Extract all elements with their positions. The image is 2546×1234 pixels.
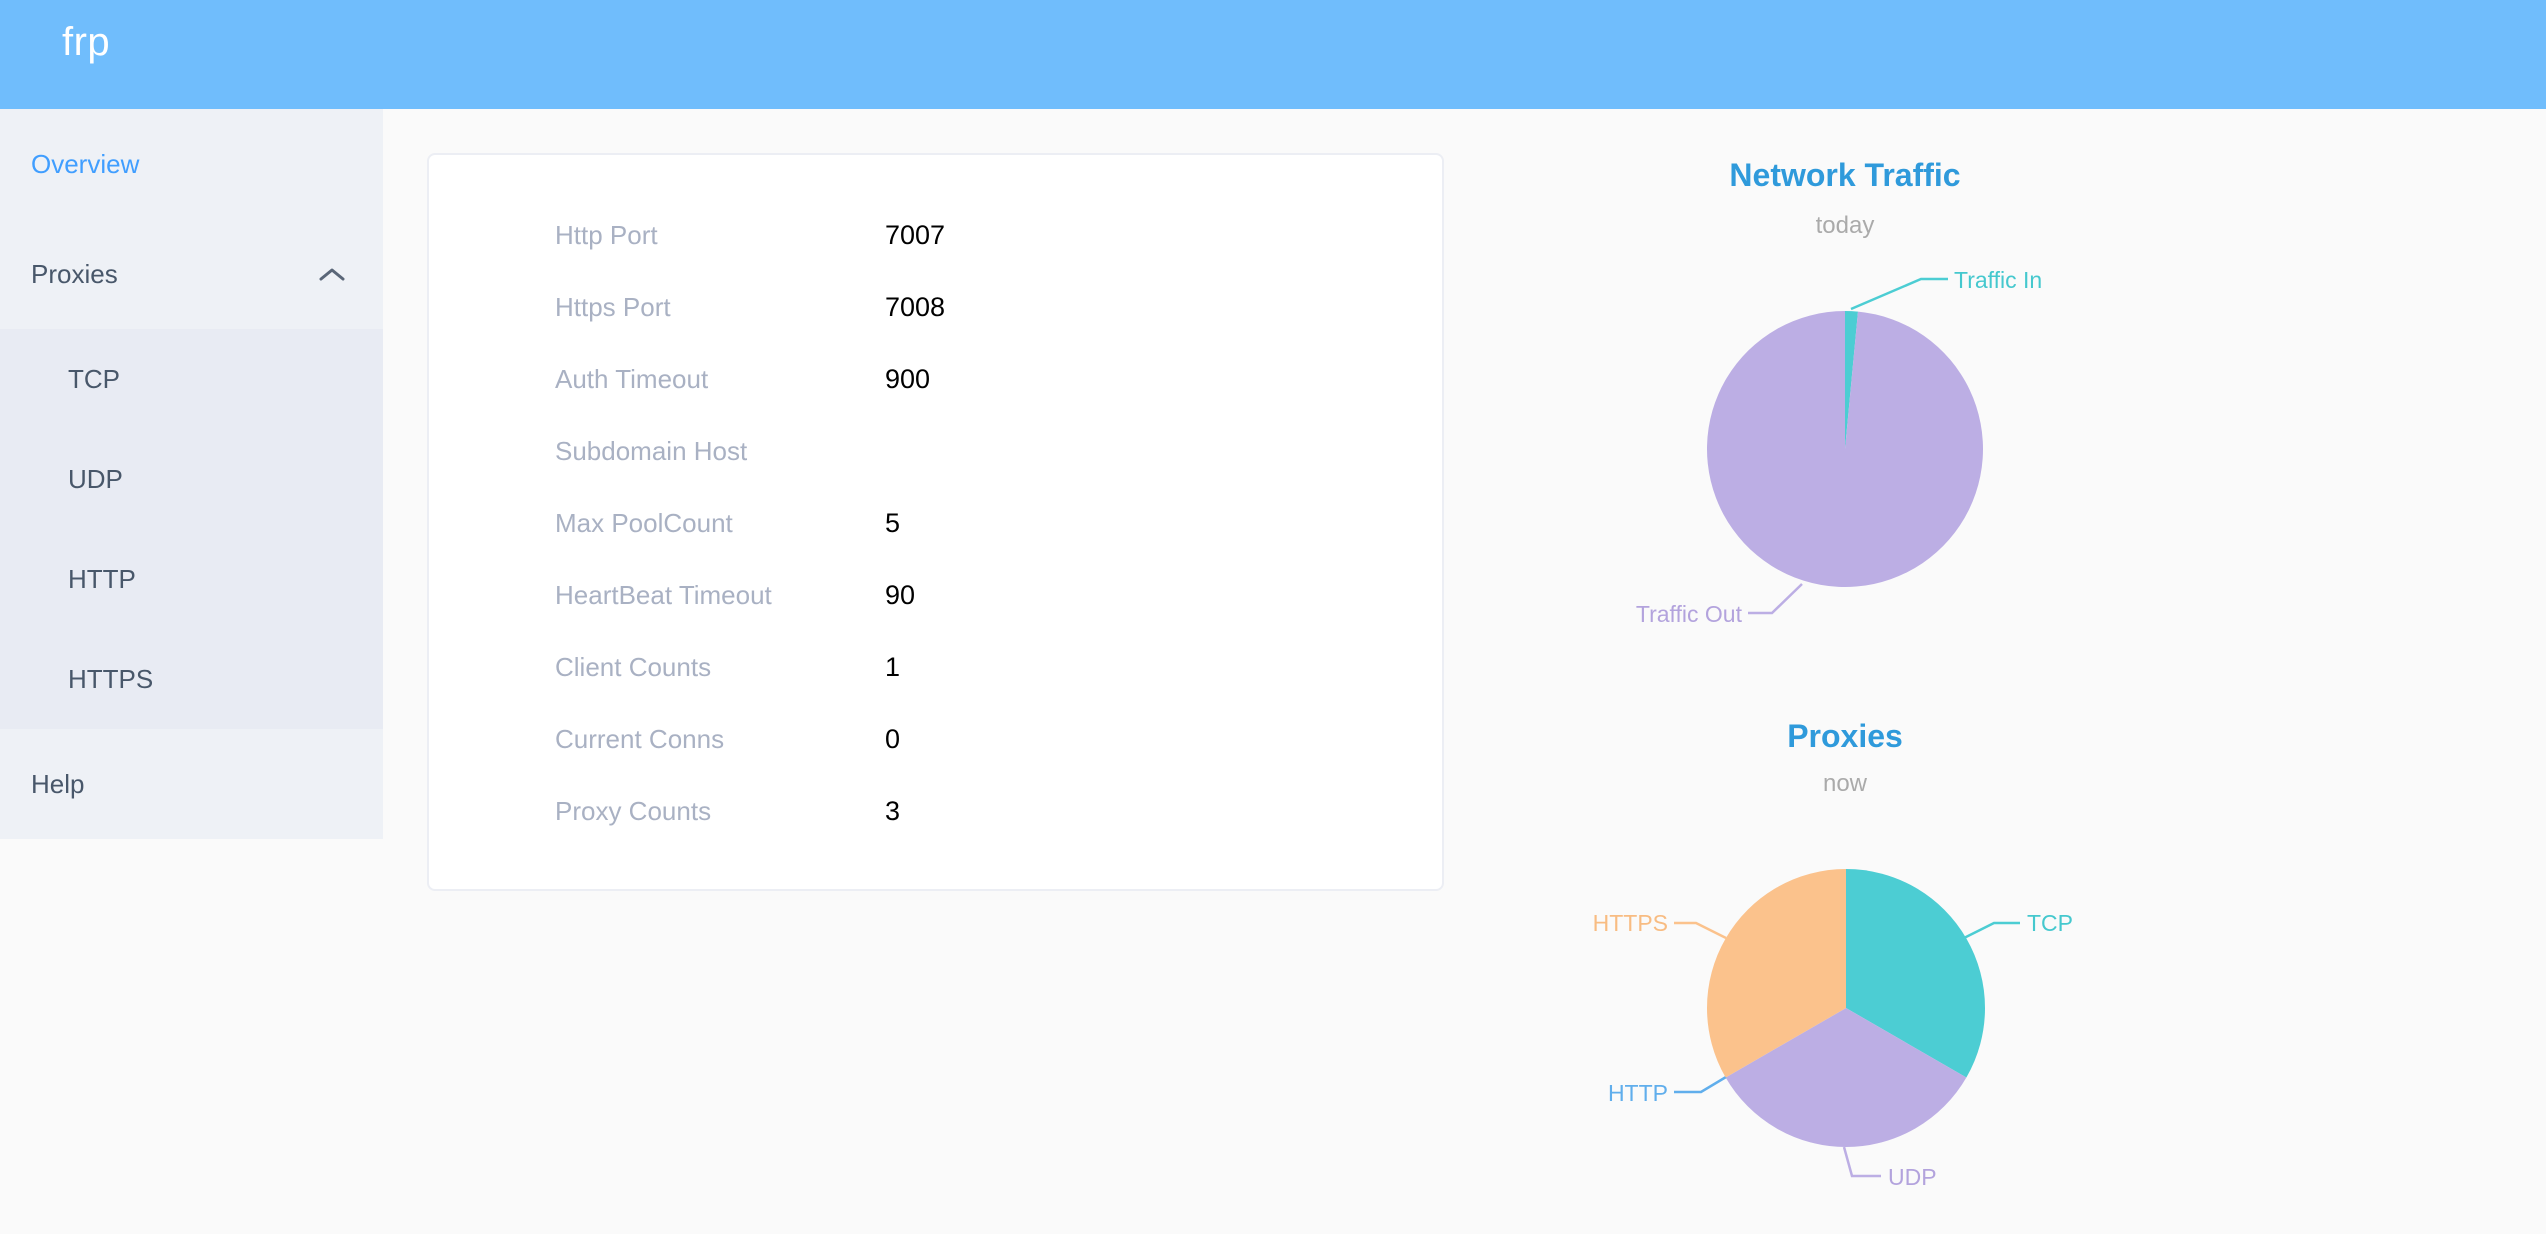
sidebar-item-overview[interactable]: Overview [0,109,383,219]
config-label: Client Counts [555,651,712,682]
pie-slice-label-traffic-out: Traffic Out [1636,601,1743,627]
config-label: Http Port [555,219,658,250]
config-row: Https Port 7008 [429,271,1442,343]
pie-label-line-traffic-out [1748,583,1803,615]
config-row: Client Counts 1 [429,631,1442,703]
sidebar-item-label: Help [31,768,85,799]
config-value: 7008 [885,291,946,322]
pie-slice-label-https: HTTPS [1593,910,1668,936]
sidebar-item-label: UDP [68,463,123,494]
config-label: Current Conns [555,723,725,754]
config-row: Proxy Counts 3 [429,775,1442,847]
config-value: 7007 [885,219,946,250]
network-traffic-chart-title: Network Traffic [1729,157,1961,193]
config-row: Auth Timeout 900 [429,343,1442,415]
pie-slice-label-http: HTTP [1608,1080,1668,1106]
pie-slice-traffic-in[interactable] [1845,311,1858,449]
config-row: Current Conns 0 [429,703,1442,775]
config-label: Subdomain Host [555,435,748,466]
config-row: Subdomain Host [429,415,1442,487]
sidebar-item-help[interactable]: Help [0,729,383,839]
pie-label-line-udp [1842,1146,1881,1178]
config-value: 5 [885,507,901,538]
sidebar-item-proxies[interactable]: Proxies [0,219,383,329]
config-label: Https Port [555,291,671,322]
config-label: Max PoolCount [555,507,733,538]
chevron-up-icon [319,268,345,281]
config-row: Max PoolCount 5 [429,487,1442,559]
network-traffic-chart-subtitle: today [1815,212,1875,239]
pie-slice-udp[interactable] [1725,1008,1967,1148]
pie-label-line-http [1674,1075,1727,1094]
pie-label-line-traffic-in [1850,277,1948,311]
config-row: HeartBeat Timeout 90 [429,559,1442,631]
sidebar-item-tcp[interactable]: TCP [0,329,383,429]
config-label: Proxy Counts [555,795,712,826]
pie-slice-label-tcp: TCP [2027,910,2073,936]
pie-label-line-https [1674,921,1727,940]
config-label: HeartBeat Timeout [555,579,772,610]
pie-slice-label-udp: UDP [1888,1164,1937,1190]
config-value: 1 [885,651,901,682]
pie-label-line-tcp [1963,921,2020,940]
app-logo: frp [62,20,111,64]
pie-slice-label-traffic-in: Traffic In [1954,267,2042,293]
sidebar-item-label: Overview [31,148,140,179]
config-value: 0 [885,723,901,754]
proxies-pie-chart: TCP UDP HTTP HTTPS [1593,869,2073,1190]
config-row: Http Port 7007 [429,199,1442,271]
pie-slice-tcp[interactable] [1846,869,1986,1078]
network-traffic-pie-chart: Traffic In Traffic Out [1636,267,2042,627]
server-config-card: Http Port 7007 Https Port 7008 Auth Time… [427,153,1444,891]
sidebar-item-label: Proxies [31,258,118,289]
proxies-chart-title: Proxies [1787,718,1903,754]
top-header: frp [0,0,2546,109]
sidebar-item-label: TCP [68,363,120,394]
sidebar-item-udp[interactable]: UDP [0,429,383,529]
sidebar-menu: Overview Proxies TCP UDP HTTP HTTPS Help [0,109,383,839]
sidebar-item-label: HTTP [68,563,136,594]
proxies-submenu: TCP UDP HTTP HTTPS [0,329,383,729]
pie-slice-https[interactable] [1707,869,1846,1078]
config-value: 900 [885,363,931,394]
proxies-chart-subtitle: now [1822,770,1868,797]
sidebar-item-label: HTTPS [68,663,154,694]
config-value: 3 [885,795,901,826]
sidebar-item-https[interactable]: HTTPS [0,629,383,729]
config-value: 90 [885,579,916,610]
pie-slice-traffic-out[interactable] [1706,311,1984,587]
config-label: Auth Timeout [555,363,709,394]
sidebar-item-http[interactable]: HTTP [0,529,383,629]
